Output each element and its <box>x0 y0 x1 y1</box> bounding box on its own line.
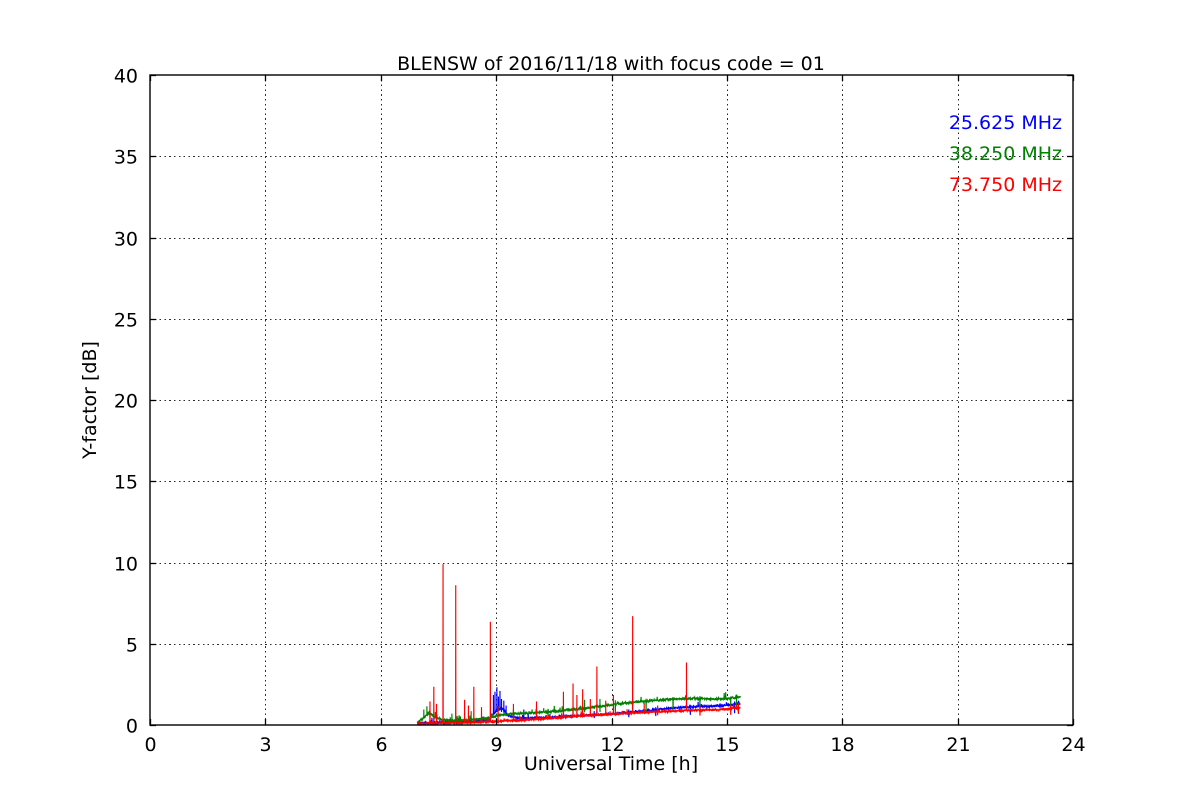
y-tick-label: 40 <box>114 66 138 88</box>
y-tick-label: 5 <box>126 635 138 657</box>
x-tick-label: 3 <box>259 734 271 756</box>
data-series-group <box>416 564 741 727</box>
y-tick-label: 15 <box>114 472 138 494</box>
x-tick-label: 12 <box>600 734 624 756</box>
y-tick-label: 10 <box>114 554 138 576</box>
y-tick-label: 35 <box>114 147 138 169</box>
legend-entry-3: 73.750 MHz <box>949 174 1062 196</box>
legend: 25.625 MHz 38.250 MHz 73.750 MHz <box>949 112 1062 196</box>
x-tick-label: 18 <box>830 734 854 756</box>
grid-lines <box>150 75 1073 725</box>
y-tick-label: 25 <box>114 310 138 332</box>
x-tick-label: 24 <box>1061 734 1085 756</box>
chart-title: BLENSW of 2016/11/18 with focus code = 0… <box>397 53 825 75</box>
legend-entry-2: 38.250 MHz <box>949 143 1062 165</box>
series-line-3 <box>416 564 741 727</box>
x-tick-label: 6 <box>375 734 387 756</box>
x-tick-label: 21 <box>946 734 970 756</box>
x-tick-label: 15 <box>715 734 739 756</box>
legend-entry-1: 25.625 MHz <box>949 112 1062 134</box>
y-tick-label: 20 <box>114 391 138 413</box>
axis-tick-labels: 0 3 6 9 12 15 18 21 24 0 5 10 15 20 25 30 35 40 <box>114 66 1086 757</box>
axis-ticks <box>149 74 1075 727</box>
x-tick-label: 9 <box>490 734 502 756</box>
y-tick-label: 30 <box>114 229 138 251</box>
x-tick-label: 0 <box>144 734 156 756</box>
x-axis-label: Universal Time [h] <box>524 753 698 775</box>
y-tick-label: 0 <box>126 716 138 738</box>
y-axis-label: Y-factor [dB] <box>79 341 101 460</box>
